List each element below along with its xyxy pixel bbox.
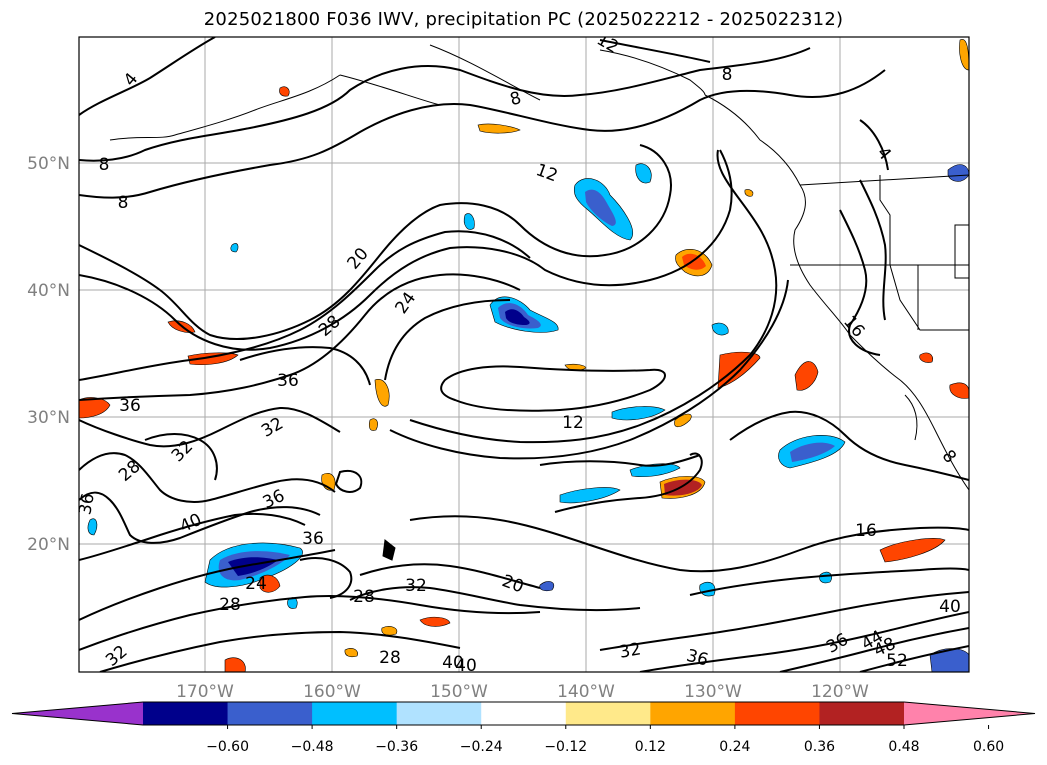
contour-label: 16 (855, 521, 877, 541)
lon-label: 140°W (557, 682, 615, 702)
colorbar-cell (565, 702, 651, 725)
colorbar: −0.60 −0.48 −0.36 −0.24 −0.12 0.12 0.24 0.36 0.4… (11, 701, 1036, 755)
colorbar-cell (227, 702, 313, 725)
iwv-contours (79, 37, 969, 672)
contour-label: 8 (508, 88, 524, 110)
colorbar-tick-label: 0.24 (719, 739, 750, 755)
contour-label: 28 (379, 648, 401, 668)
lon-label: 170°W (176, 682, 234, 702)
colorbar-tick-label: 0.36 (804, 739, 835, 755)
lat-axis: 50°N 40°N 30°N 20°N (27, 154, 70, 555)
contour-label: 40 (442, 653, 464, 673)
lat-label: 30°N (27, 408, 70, 428)
colorbar-cell (312, 702, 398, 725)
contour-label: 40 (455, 656, 477, 676)
contour-label: 32 (618, 639, 643, 662)
contour-label: 40 (939, 597, 961, 617)
colorbar-cell (481, 702, 567, 725)
lon-label: 130°W (684, 682, 742, 702)
colorbar-tick-label: 0.48 (888, 739, 919, 755)
lon-label: 160°W (303, 682, 361, 702)
lat-label: 40°N (27, 281, 70, 301)
colorbar-tick-label: −0.24 (460, 739, 503, 755)
contour-label: 24 (245, 574, 267, 594)
colorbar-cell (143, 702, 229, 725)
contour-label: 28 (219, 595, 241, 615)
contour-label: 36 (302, 529, 324, 549)
colorbar-tick-label: 0.12 (635, 739, 666, 755)
contour-label: 8 (722, 65, 733, 85)
lat-label: 20°N (27, 535, 70, 555)
lon-axis: 170°W 160°W 150°W 140°W 130°W 120°W (176, 682, 869, 702)
coastlines (109, 44, 969, 561)
colorbar-cell (734, 702, 820, 725)
colorbar-extend-high (904, 702, 1035, 725)
contour-label: 12 (562, 413, 584, 433)
contour-label: 28 (353, 587, 375, 607)
colorbar-tick-label: −0.60 (206, 739, 249, 755)
colorbar-extend-low (12, 702, 143, 725)
colorbar-tick-label: −0.12 (544, 739, 587, 755)
lat-label: 50°N (27, 154, 70, 174)
contour-label: 32 (405, 576, 427, 596)
colorbar-tick-label: 0.60 (973, 739, 1004, 755)
contour-label: 36 (119, 396, 141, 416)
map-frame (78, 36, 970, 673)
lon-label: 150°W (430, 682, 488, 702)
contour-label: 52 (886, 651, 908, 671)
contour-label: 36 (277, 371, 299, 391)
colorbar-cell (819, 702, 905, 725)
contour-label: 8 (118, 193, 129, 213)
colorbar-cell (396, 702, 482, 725)
lon-label: 120°W (811, 682, 869, 702)
contour-label: 8 (99, 155, 110, 175)
colorbar-cell (650, 702, 736, 725)
colorbar-tick-label: −0.36 (375, 739, 418, 755)
contour-label: 36 (75, 492, 98, 517)
map-title: 2025021800 F036 IWV, precipitation PC (2… (203, 9, 844, 30)
colorbar-outline (11, 701, 1036, 726)
colorbar-tick-label: −0.48 (291, 739, 334, 755)
